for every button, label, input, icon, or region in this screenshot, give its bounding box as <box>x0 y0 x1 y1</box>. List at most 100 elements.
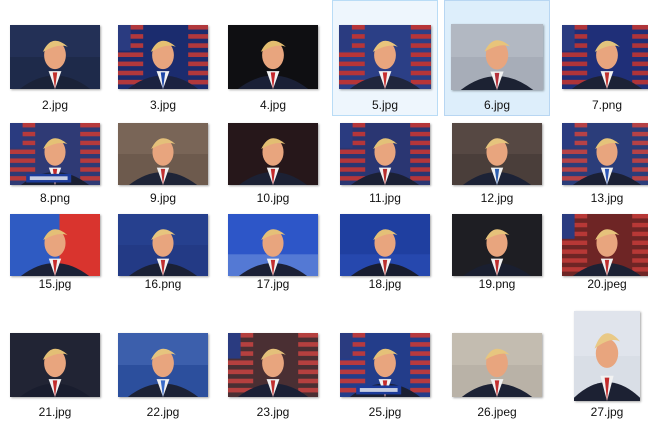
file-name-label: 19.png <box>478 277 516 291</box>
thumbnail-image <box>10 333 100 397</box>
file-name-label: 2.jpg <box>41 98 69 112</box>
thumbnail <box>10 25 100 89</box>
thumbnail-frame <box>221 120 325 188</box>
thumbnail <box>118 25 208 89</box>
thumbnail-frame <box>111 23 215 91</box>
file-item[interactable]: 7.png <box>554 2 648 114</box>
thumbnail-frame <box>333 331 437 399</box>
thumbnail-image <box>118 123 208 185</box>
thumbnail-image <box>10 214 100 276</box>
file-item[interactable]: 11.jpg <box>332 98 438 206</box>
thumbnail-image <box>228 214 318 276</box>
thumbnail-frame <box>3 211 107 279</box>
thumbnail <box>228 333 318 397</box>
thumbnail-frame <box>221 211 325 279</box>
file-item[interactable]: 17.jpg <box>220 192 326 292</box>
thumbnail-frame <box>445 211 549 279</box>
thumbnail <box>228 214 318 276</box>
file-name-label: 22.jpg <box>146 405 180 419</box>
thumbnail <box>574 311 640 401</box>
file-name-label: 27.jpg <box>590 405 624 419</box>
thumbnail <box>562 25 648 89</box>
file-name-label: 3.jpg <box>149 98 177 112</box>
file-item[interactable]: 10.jpg <box>220 98 326 206</box>
thumbnail-image <box>562 25 648 89</box>
thumbnail-image <box>340 214 430 276</box>
thumbnail-frame <box>3 23 107 91</box>
file-item[interactable]: 13.jpg <box>554 98 648 206</box>
thumbnail-image <box>452 214 542 276</box>
file-name-label: 21.jpg <box>38 405 72 419</box>
file-item[interactable]: 23.jpg <box>220 302 326 422</box>
file-item[interactable]: 6.jpg <box>444 0 550 116</box>
thumbnail-frame <box>445 331 549 399</box>
file-item[interactable]: 12.jpg <box>444 98 550 206</box>
thumbnail <box>10 333 100 397</box>
file-item[interactable]: 20.jpeg <box>554 192 648 292</box>
file-name-label: 12.jpg <box>480 191 514 205</box>
thumbnail-image <box>562 214 648 276</box>
file-item[interactable]: 4.jpg <box>220 2 326 114</box>
thumbnail <box>228 123 318 185</box>
file-item[interactable]: 9.jpg <box>110 98 216 206</box>
thumbnail <box>452 123 542 185</box>
thumbnail <box>452 214 542 276</box>
thumbnail-image <box>228 333 318 397</box>
thumbnail-image <box>228 25 318 89</box>
file-item[interactable]: 16.png <box>110 192 216 292</box>
file-item[interactable]: 22.jpg <box>110 302 216 422</box>
thumbnail <box>228 25 318 89</box>
file-name-label: 7.png <box>591 98 623 112</box>
thumbnail-frame <box>221 331 325 399</box>
thumbnail <box>451 24 543 90</box>
file-item[interactable]: 25.jpg <box>332 302 438 422</box>
thumbnail-image <box>10 123 100 185</box>
thumbnail-frame <box>333 211 437 279</box>
thumbnail <box>118 214 208 276</box>
thumbnail-frame <box>445 120 549 188</box>
thumbnail-image <box>340 333 430 397</box>
thumbnail-frame <box>555 120 648 188</box>
thumbnail-image <box>574 311 640 401</box>
thumbnail-frame <box>445 23 549 91</box>
thumbnail-frame <box>3 120 107 188</box>
thumbnail-frame <box>555 211 648 279</box>
file-name-label: 11.jpg <box>369 191 401 205</box>
file-name-label: 9.jpg <box>149 191 177 205</box>
file-item[interactable]: 21.jpg <box>2 302 108 422</box>
thumbnail-frame <box>221 23 325 91</box>
thumbnail <box>10 214 100 276</box>
file-item[interactable]: 19.png <box>444 192 550 292</box>
thumbnail-image <box>451 24 543 90</box>
file-item[interactable]: 3.jpg <box>110 2 216 114</box>
thumbnail-image <box>118 333 208 397</box>
file-item[interactable]: 18.jpg <box>332 192 438 292</box>
file-name-label: 16.png <box>144 277 182 291</box>
thumbnail <box>118 123 208 185</box>
thumbnail <box>562 123 648 185</box>
file-item[interactable]: 2.jpg <box>2 2 108 114</box>
thumbnail <box>10 123 100 185</box>
thumbnail-image <box>452 123 542 185</box>
file-name-label: 8.png <box>39 191 71 205</box>
file-name-label: 6.jpg <box>483 98 511 112</box>
file-item[interactable]: 8.png <box>2 98 108 206</box>
file-name-label: 18.jpg <box>368 277 402 291</box>
file-item[interactable]: 15.jpg <box>2 192 108 292</box>
thumbnail-image <box>339 25 431 89</box>
file-item[interactable]: 5.jpg <box>332 0 438 116</box>
thumbnail-image <box>562 123 648 185</box>
thumbnail-image <box>118 25 208 89</box>
thumbnail <box>118 333 208 397</box>
file-item[interactable]: 26.jpeg <box>444 302 550 422</box>
file-item[interactable]: 27.jpg <box>554 302 648 422</box>
thumbnail-image <box>452 333 542 397</box>
file-name-label: 23.jpg <box>256 405 290 419</box>
thumbnail-frame <box>555 309 648 403</box>
file-name-label: 17.jpg <box>256 277 290 291</box>
thumbnail <box>339 25 431 89</box>
thumbnail-image <box>340 123 430 185</box>
file-name-label: 10.jpg <box>256 191 290 205</box>
file-name-label: 26.jpeg <box>477 405 517 419</box>
